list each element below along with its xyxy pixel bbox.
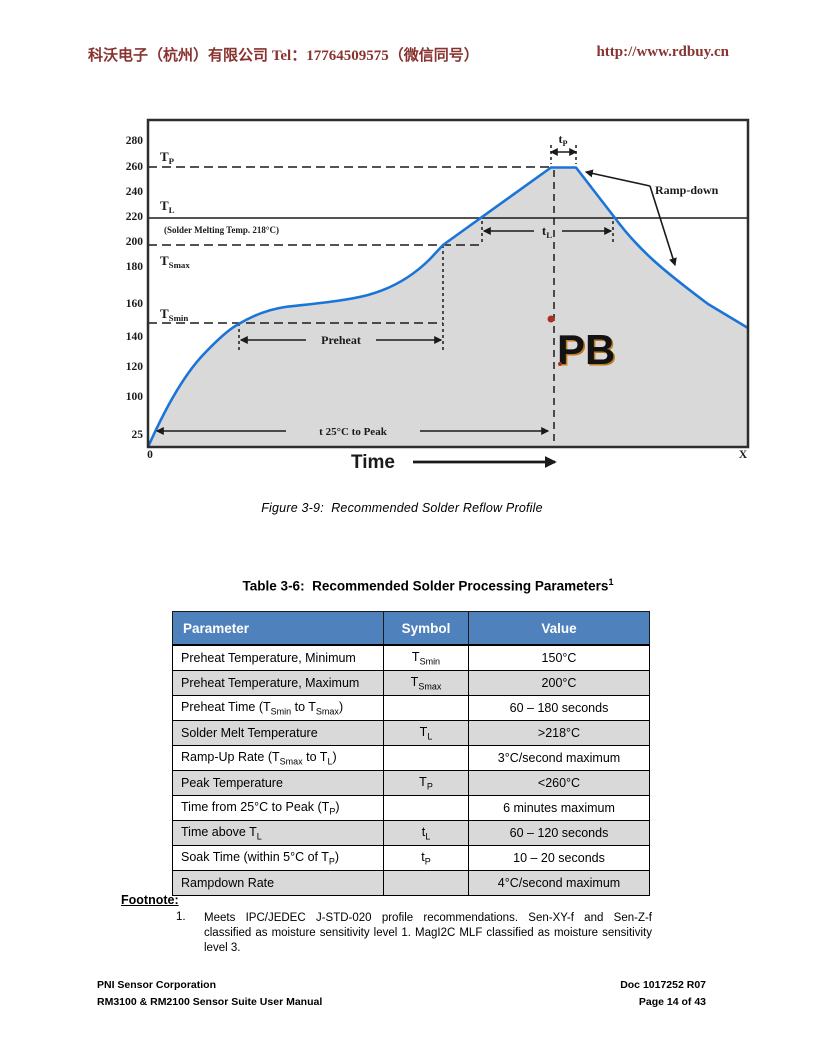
value-cell: >218°C	[468, 720, 650, 746]
y-tick-label: 200	[126, 236, 144, 248]
table-row: Ramp-Up Rate (TSmax to TL) 3°C/second max…	[172, 745, 650, 771]
t-25c-to-peak-arrow-label: t 25°C to Peak	[319, 426, 388, 438]
table-title: Table 3-6: Recommended Solder Processing…	[242, 577, 614, 594]
y-tick-label: 180	[126, 261, 144, 273]
value-cell: <260°C	[468, 770, 650, 796]
value-cell: 10 – 20 seconds	[468, 845, 650, 871]
column-header-value: Value	[468, 611, 650, 646]
footer-company: PNI Sensor Corporation	[97, 979, 217, 991]
symbol-cell	[383, 695, 469, 721]
footer-doc-number: Doc 1017252 R07	[620, 979, 706, 991]
table-row: Peak Temperature TP <260°C	[172, 770, 650, 796]
y-tick-label: 25	[132, 429, 144, 441]
symbol-cell: TL	[383, 720, 469, 746]
footer-manual-title: RM3100 & RM2100 Sensor Suite User Manual	[97, 996, 323, 1008]
stamp-mark	[558, 362, 562, 366]
value-cell: 200°C	[468, 670, 650, 696]
y-tick-label: 120	[126, 361, 144, 373]
page-header: 科沃电子（杭州）有限公司 Tel：17764509575（微信同号） http:…	[88, 44, 729, 65]
ramp-down-arrow	[584, 169, 651, 187]
reflow-curve	[146, 166, 749, 448]
footer-left: PNI Sensor Corporation RM3100 & RM2100 S…	[97, 977, 322, 1011]
symbol-cell	[383, 745, 469, 771]
param-cell: Preheat Temperature, Minimum	[172, 644, 384, 671]
symbol-cell	[383, 795, 469, 821]
tsmin-reference-line-label: TSmin	[160, 306, 188, 323]
symbol-cell: TSmax	[383, 670, 469, 696]
tl-reference-line-note: (Solder Melting Temp. 218°C)	[164, 225, 279, 235]
value-cell: 6 minutes maximum	[468, 795, 650, 821]
param-cell: Soak Time (within 5°C of TP)	[172, 845, 384, 871]
reflow-profile-chart: TP TL (Solder Melting Temp. 218°C) TSmax TSm…	[126, 118, 750, 473]
value-cell: 150°C	[468, 644, 650, 671]
table-row: Preheat Time (TSmin to TSmax) 60 – 180 se…	[172, 695, 650, 721]
footnote-number: 1.	[176, 911, 186, 923]
value-cell: 3°C/second maximum	[468, 745, 650, 771]
value-cell: 60 – 120 seconds	[468, 820, 650, 846]
t-peak-arrow-label: tP	[559, 132, 568, 148]
column-header-parameter: Parameter	[172, 611, 384, 646]
y-tick-label: 240	[126, 186, 144, 198]
footnote-text: Meets IPC/JEDEC J-STD-020 profile recomm…	[204, 912, 652, 954]
figure-caption: Figure 3-9: Recommended Solder Reflow Pr…	[261, 501, 543, 515]
table-row: Time above TL tL 60 – 120 seconds	[172, 820, 650, 846]
param-cell: Rampdown Rate	[172, 870, 384, 896]
symbol-cell: tL	[383, 820, 469, 846]
header-company-line: 科沃电子（杭州）有限公司 Tel：17764509575（微信同号）	[88, 48, 479, 64]
tp-reference-line-label: TP	[160, 149, 175, 166]
table-row: Rampdown Rate 4°C/second maximum	[172, 870, 650, 896]
y-tick-label: 220	[126, 211, 144, 223]
plot-frame	[146, 118, 750, 449]
footer-page-number: Page 14 of 43	[638, 996, 706, 1008]
pb-stamp-halo: PB	[559, 328, 617, 375]
preheat-arrow-label: Preheat	[321, 333, 361, 347]
symbol-cell: TSmin	[383, 644, 469, 671]
table-row: Soak Time (within 5°C of TP) tP 10 – 20 se…	[172, 845, 650, 871]
ramp-down-label: Ramp-down	[655, 183, 719, 197]
param-cell: Ramp-Up Rate (TSmax to TL)	[172, 745, 384, 771]
table-row: Time from 25°C to Peak (TP) 6 minutes max…	[172, 795, 650, 821]
param-cell: Preheat Time (TSmin to TSmax)	[172, 695, 384, 721]
x-origin-label: 0	[147, 449, 153, 461]
stamp-mark	[547, 315, 555, 323]
symbol-cell: TP	[383, 770, 469, 796]
y-tick-label: 140	[126, 331, 144, 343]
footnote-heading: Footnote:	[121, 893, 179, 907]
x-end-label: X	[739, 449, 748, 461]
y-tick-label: 280	[126, 135, 144, 147]
profile-area	[148, 167, 748, 447]
param-cell: Peak Temperature	[172, 770, 384, 796]
table-row: Solder Melt Temperature TL >218°C	[172, 720, 650, 746]
time-axis-label: Time	[351, 452, 395, 473]
pb-stamp: PB	[557, 326, 615, 373]
tl-reference-line-label: TL	[160, 198, 175, 215]
value-cell: 60 – 180 seconds	[468, 695, 650, 721]
footer-right: Doc 1017252 R07 Page 14 of 43	[620, 977, 706, 1011]
y-tick-label: 260	[126, 161, 144, 173]
table-header-row: Parameter Symbol Value	[172, 611, 650, 646]
param-cell: Solder Melt Temperature	[172, 720, 384, 746]
t-liquidus-arrow-label: tL	[542, 223, 552, 240]
symbol-cell	[383, 870, 469, 896]
tsmax-reference-line-label: TSmax	[160, 253, 190, 270]
y-tick-label: 100	[126, 391, 144, 403]
symbol-cell: tP	[383, 845, 469, 871]
header-url[interactable]: http://www.rdbuy.cn	[596, 44, 729, 60]
reflow-profile-figure: TP TL (Solder Melting Temp. 218°C) TSmax TSm…	[110, 118, 758, 478]
column-header-symbol: Symbol	[383, 611, 469, 646]
solder-parameters-table: Parameter Symbol Value Preheat Temperature…	[172, 611, 650, 896]
param-cell: Time above TL	[172, 820, 384, 846]
table-row: Preheat Temperature, Minimum TSmin 150°C	[172, 644, 650, 671]
param-cell: Time from 25°C to Peak (TP)	[172, 795, 384, 821]
table-row: Preheat Temperature, Maximum TSmax 200°C	[172, 670, 650, 696]
param-cell: Preheat Temperature, Maximum	[172, 670, 384, 696]
ramp-down-arrow	[649, 185, 677, 267]
value-cell: 4°C/second maximum	[468, 870, 650, 896]
y-tick-label: 160	[126, 298, 144, 310]
